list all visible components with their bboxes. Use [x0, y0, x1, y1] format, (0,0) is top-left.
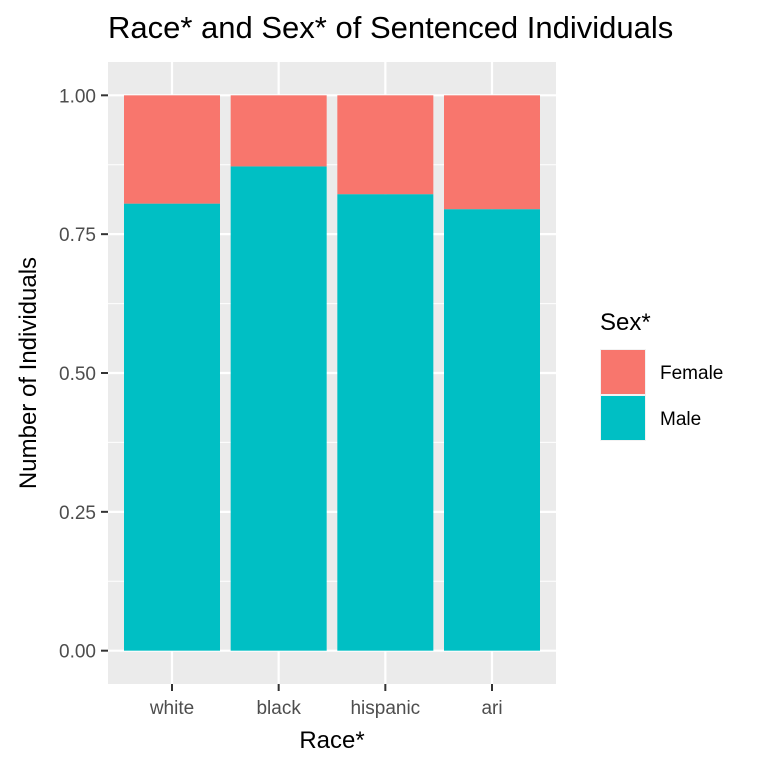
y-tick-label: 0.00 — [59, 642, 96, 663]
bar-white-female — [124, 95, 220, 203]
bar-ari-female — [444, 95, 540, 209]
x-tick-label: hispanic — [350, 698, 420, 719]
bar-hispanic-male — [337, 194, 433, 651]
x-tick-label: black — [256, 698, 301, 719]
y-tick-label: 0.50 — [59, 364, 96, 385]
bar-ari-male — [444, 209, 540, 651]
legend-swatch-female — [601, 350, 645, 394]
x-axis-title: Race* — [299, 727, 364, 754]
x-axis: white black hispanic ari — [149, 684, 503, 719]
y-tick-label: 1.00 — [59, 86, 96, 107]
y-tick-label: 0.25 — [59, 503, 96, 524]
legend-label-male: Male — [660, 409, 701, 430]
legend-items: Female Male — [600, 349, 723, 441]
bar-black-female — [231, 95, 327, 166]
legend-swatch-male — [601, 396, 645, 440]
bar-white-male — [124, 204, 220, 651]
x-tick-label: ari — [481, 698, 502, 719]
legend: Sex* Female Male — [600, 309, 723, 441]
chart-title: Race* and Sex* of Sentenced Individuals — [108, 10, 673, 45]
y-tick-label: 0.75 — [59, 225, 96, 246]
legend-title: Sex* — [600, 309, 651, 336]
y-axis-title: Number of Individuals — [15, 257, 42, 489]
y-axis: 0.00 0.25 0.50 0.75 1.00 — [59, 86, 108, 662]
bar-black-male — [231, 166, 327, 650]
legend-label-female: Female — [660, 363, 723, 384]
bar-hispanic-female — [337, 95, 433, 194]
x-tick-label: white — [149, 698, 194, 719]
